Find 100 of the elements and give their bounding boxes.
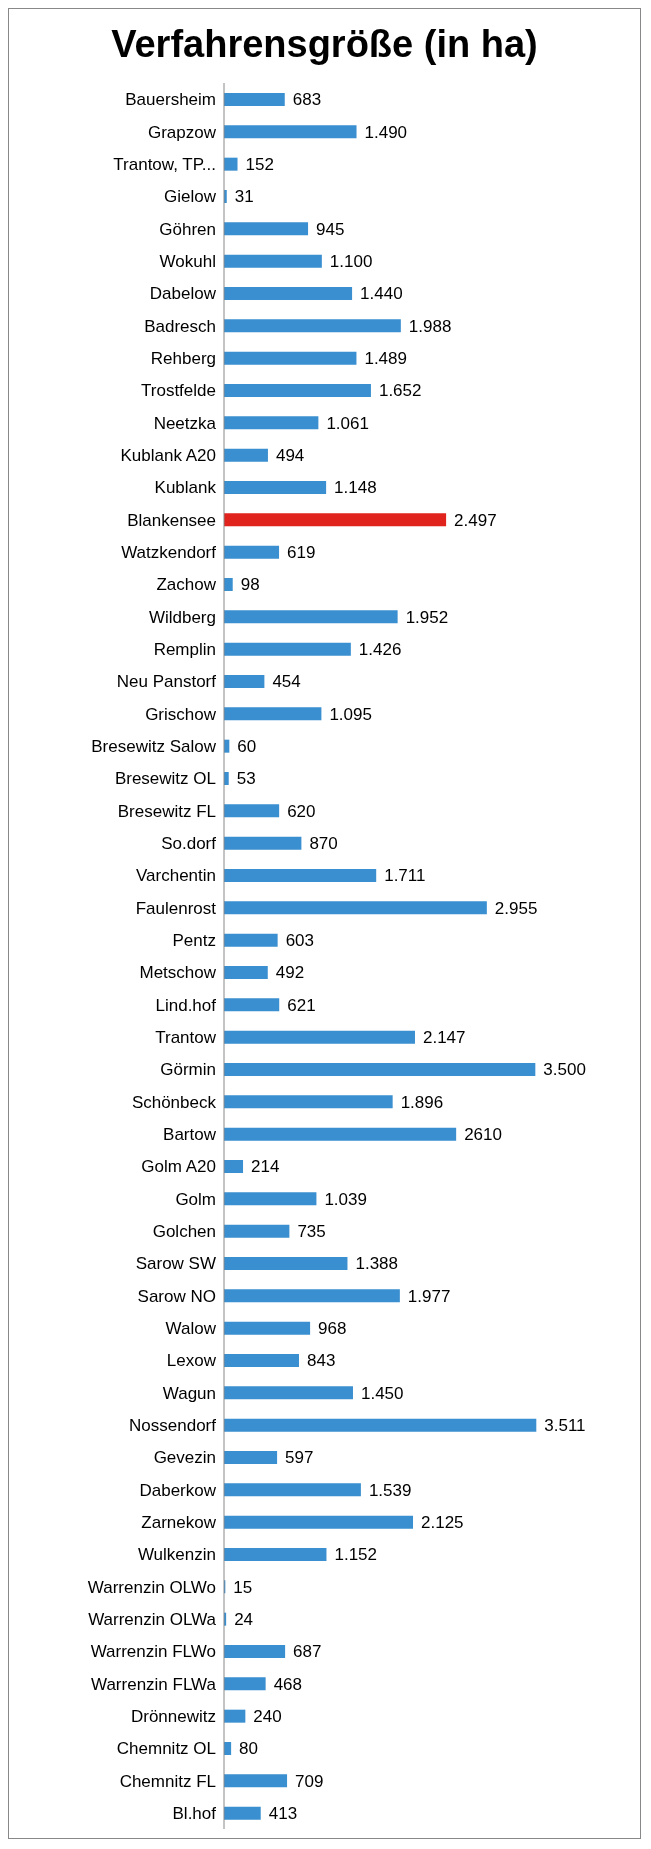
data-label: 1.489 bbox=[364, 349, 407, 369]
y-tick-label: Watzkendorf bbox=[121, 542, 217, 562]
data-label: 31 bbox=[234, 187, 254, 207]
data-label: 454 bbox=[272, 672, 301, 692]
data-label: 60 bbox=[237, 737, 257, 757]
data-label: 98 bbox=[240, 575, 260, 595]
y-tick-label: Göhren bbox=[159, 219, 216, 239]
y-tick-label: Remplin bbox=[153, 639, 216, 659]
y-tick-label: Varchentin bbox=[135, 866, 216, 886]
y-tick-label: Trantow, TP... bbox=[113, 154, 216, 174]
y-tick-label: Wulkenzin bbox=[137, 1545, 216, 1565]
y-tick-label: Warrenzin FLWo bbox=[90, 1642, 216, 1662]
y-tick-label: Lind.hof bbox=[155, 995, 217, 1015]
y-tick-label: Görmin bbox=[160, 1060, 216, 1080]
y-tick-label: Gevezin bbox=[153, 1448, 216, 1468]
y-tick-label: Chemnitz FL bbox=[119, 1771, 216, 1791]
data-label: 619 bbox=[287, 543, 316, 563]
data-label: 1.039 bbox=[324, 1189, 367, 1209]
y-tick-label: Warrenzin FLWa bbox=[90, 1674, 217, 1694]
y-tick-label: Golm A20 bbox=[141, 1157, 216, 1177]
data-label: 1.148 bbox=[334, 478, 377, 498]
data-label: 214 bbox=[251, 1157, 280, 1177]
y-tick-label: Daberkow bbox=[139, 1480, 217, 1500]
y-tick-label: Kublank bbox=[154, 478, 217, 498]
data-label: 1.490 bbox=[364, 122, 408, 142]
y-tick-label: So.dorf bbox=[161, 833, 217, 853]
y-tick-label: Trantow bbox=[155, 1027, 217, 1047]
data-label: 1.652 bbox=[378, 381, 422, 401]
y-tick-label: Sarow SW bbox=[135, 1254, 216, 1274]
y-tick-label: Zarnekow bbox=[141, 1512, 217, 1532]
data-label: 1.440 bbox=[360, 284, 403, 304]
y-tick-label: Warrenzin OLWo bbox=[87, 1577, 216, 1597]
y-tick-label: Neu Panstorf bbox=[116, 672, 217, 692]
data-label: 413 bbox=[268, 1804, 298, 1824]
chart-title: Verfahrensgröße (in ha) bbox=[110, 23, 539, 67]
y-tick-label: Warrenzin OLWa bbox=[88, 1609, 217, 1629]
y-tick-label: Bresewitz Salow bbox=[91, 736, 217, 756]
data-label: 968 bbox=[318, 1319, 347, 1339]
y-tick-label: Drönnewitz bbox=[130, 1706, 216, 1726]
data-label: 1.100 bbox=[329, 252, 373, 272]
data-label: 24 bbox=[234, 1610, 254, 1630]
data-label: 1.952 bbox=[405, 607, 449, 627]
y-tick-label: Lexow bbox=[166, 1351, 217, 1371]
y-tick-label: Bl.hof bbox=[172, 1803, 217, 1823]
data-label: 15 bbox=[233, 1577, 253, 1597]
y-tick-label: Chemnitz OL bbox=[116, 1739, 216, 1759]
data-label: 53 bbox=[236, 769, 256, 789]
data-label: 80 bbox=[239, 1739, 259, 1759]
data-label: 2.955 bbox=[494, 898, 538, 918]
y-tick-label: Wagun bbox=[162, 1383, 216, 1403]
data-label: 2.497 bbox=[454, 510, 497, 530]
data-label: 240 bbox=[253, 1707, 282, 1727]
y-tick-label: Dabelow bbox=[149, 284, 217, 304]
y-tick-label: Wokuhl bbox=[159, 251, 216, 271]
data-label: 468 bbox=[273, 1674, 302, 1694]
data-label: 1.061 bbox=[326, 413, 369, 433]
data-label: 1.426 bbox=[358, 640, 402, 660]
data-label: 1.388 bbox=[355, 1254, 399, 1274]
data-label: 843 bbox=[306, 1351, 336, 1371]
y-tick-label: Bauersheim bbox=[125, 90, 216, 110]
y-tick-label: Blankensee bbox=[127, 510, 216, 530]
data-label: 1.977 bbox=[407, 1286, 451, 1306]
y-tick-label: Sarow NO bbox=[137, 1286, 216, 1306]
data-label: 1.152 bbox=[334, 1545, 378, 1565]
y-tick-label: Neetzka bbox=[153, 413, 217, 433]
data-label: 945 bbox=[316, 219, 345, 239]
data-label: 152 bbox=[245, 155, 274, 175]
y-tick-label: Nossendorf bbox=[129, 1415, 217, 1435]
data-label: 2.125 bbox=[421, 1513, 464, 1533]
data-label: 492 bbox=[275, 963, 305, 983]
data-label: 2.147 bbox=[422, 1028, 466, 1048]
y-tick-label: Gielow bbox=[164, 187, 217, 207]
y-tick-label: Metschow bbox=[139, 963, 217, 983]
y-tick-label: Golchen bbox=[152, 1221, 216, 1241]
y-tick-label: Bresewitz FL bbox=[117, 801, 216, 821]
data-label: 620 bbox=[287, 801, 316, 821]
data-label: 597 bbox=[285, 1448, 314, 1468]
data-label: 709 bbox=[295, 1771, 324, 1791]
data-label: 687 bbox=[293, 1642, 322, 1662]
data-label: 603 bbox=[285, 931, 315, 951]
data-label: 870 bbox=[309, 834, 338, 854]
y-tick-label: Rehberg bbox=[150, 348, 216, 368]
y-tick-label: Bartow bbox=[163, 1124, 217, 1144]
data-label: 1.450 bbox=[360, 1383, 404, 1403]
y-tick-label: Badresch bbox=[144, 316, 216, 336]
y-tick-label: Faulenrost bbox=[135, 898, 217, 918]
y-tick-label: Bresewitz OL bbox=[114, 769, 216, 789]
y-tick-label: Wildberg bbox=[148, 607, 216, 627]
y-tick-label: Schönbeck bbox=[131, 1092, 217, 1112]
data-label: 1.539 bbox=[368, 1480, 412, 1500]
data-label: 683 bbox=[292, 90, 322, 110]
y-tick-label: Zachow bbox=[156, 575, 217, 595]
y-tick-label: Walow bbox=[165, 1318, 217, 1338]
data-label: 3.500 bbox=[543, 1060, 586, 1080]
y-tick-label: Pentz bbox=[172, 930, 216, 950]
data-label: 1.896 bbox=[400, 1092, 444, 1112]
y-tick-label: Grapzow bbox=[147, 122, 217, 142]
data-label: 1.095 bbox=[329, 704, 372, 724]
data-label: 2610 bbox=[464, 1125, 502, 1145]
y-tick-label: Trostfelde bbox=[141, 381, 216, 401]
